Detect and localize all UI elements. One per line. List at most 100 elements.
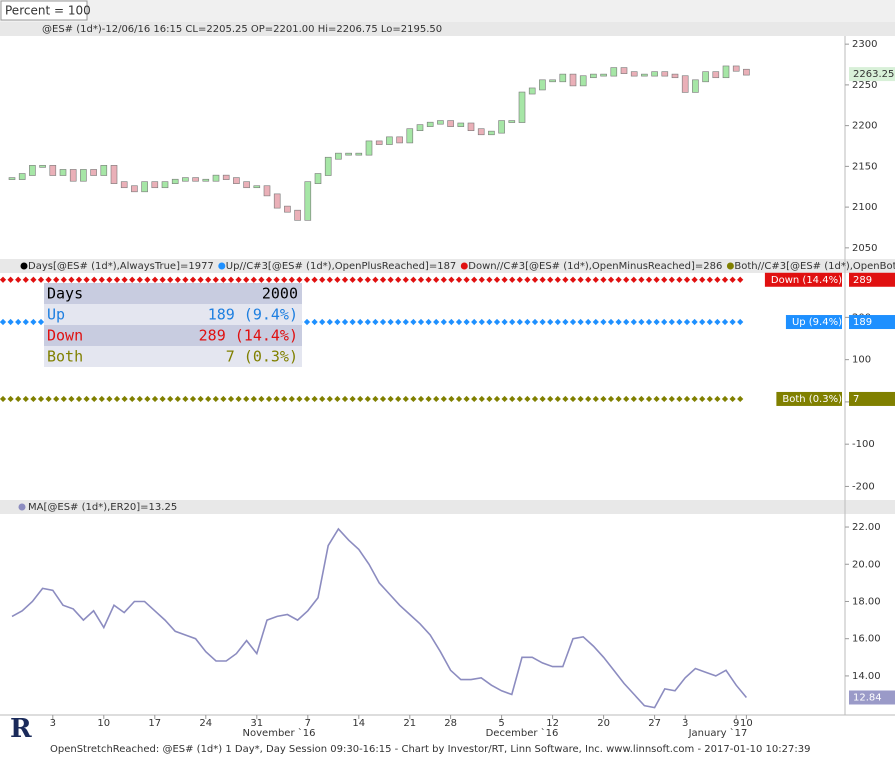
dot <box>607 276 615 283</box>
dot <box>721 276 729 283</box>
x-tick-label: 12 <box>546 718 559 729</box>
dot <box>364 395 371 403</box>
candle <box>722 65 730 79</box>
candle <box>49 165 57 176</box>
dot <box>448 276 455 283</box>
candle <box>498 120 505 134</box>
table-row <box>44 325 302 346</box>
candle <box>39 165 46 168</box>
dot <box>30 276 37 283</box>
series-label: Down (14.4%) <box>771 275 842 286</box>
dot <box>189 395 197 403</box>
dot <box>516 276 523 283</box>
dot <box>592 318 599 326</box>
dot <box>577 276 584 283</box>
dot <box>265 276 273 283</box>
dot <box>668 318 675 326</box>
dot <box>683 276 691 283</box>
table-label: Up <box>47 306 65 324</box>
candle <box>559 73 567 83</box>
dot <box>600 318 607 326</box>
dot <box>83 276 90 283</box>
dot <box>273 276 280 283</box>
dot <box>425 318 432 326</box>
dot <box>319 276 326 283</box>
dot <box>144 395 151 403</box>
candle <box>29 165 36 176</box>
dot <box>75 276 83 283</box>
dot <box>493 276 501 283</box>
candle <box>131 185 138 193</box>
candle <box>69 169 77 182</box>
dot <box>661 276 668 283</box>
dot <box>91 276 98 283</box>
dot <box>311 276 318 283</box>
dot <box>174 276 181 283</box>
dot <box>577 395 584 403</box>
y-tick-label: -100 <box>852 439 875 450</box>
dot <box>326 318 333 326</box>
dot <box>22 395 29 403</box>
dot <box>113 395 121 403</box>
dot <box>661 318 668 326</box>
zoom-box[interactable] <box>0 0 88 21</box>
table-value: 7 (0.3%) <box>226 348 298 366</box>
candle <box>569 73 577 87</box>
dot <box>334 318 341 326</box>
dot <box>212 395 219 403</box>
dot <box>129 395 136 403</box>
candle <box>477 128 485 136</box>
dot <box>68 395 75 403</box>
dot <box>493 318 501 326</box>
dot <box>129 276 136 283</box>
x-tick-label: 31 <box>250 718 263 729</box>
dot <box>243 276 250 283</box>
candle <box>426 121 434 127</box>
value-tag-bg <box>849 391 895 406</box>
dot <box>319 395 326 403</box>
dot <box>668 395 675 403</box>
dot <box>402 276 409 283</box>
dot <box>493 395 501 403</box>
dot <box>167 276 174 283</box>
dot <box>478 276 485 283</box>
dot <box>288 276 295 283</box>
dot <box>714 395 721 403</box>
dot <box>737 276 744 283</box>
dot <box>15 395 22 403</box>
dot <box>440 276 447 283</box>
dot <box>455 318 463 326</box>
dot <box>387 318 394 326</box>
dot <box>364 318 371 326</box>
dot <box>562 276 569 283</box>
y-tick-label: 20.00 <box>852 559 881 570</box>
dot <box>706 318 713 326</box>
dot <box>113 276 121 283</box>
value-tag: 289 <box>853 275 872 286</box>
dot <box>357 395 364 403</box>
dot <box>417 276 425 283</box>
dot <box>539 395 546 403</box>
table-label: Days <box>47 285 83 303</box>
dot <box>455 395 463 403</box>
legend-dot <box>460 262 468 270</box>
candle <box>549 79 556 83</box>
dot <box>167 395 174 403</box>
dot <box>463 276 470 283</box>
dot <box>303 395 311 403</box>
dot <box>243 395 250 403</box>
candle <box>8 177 16 180</box>
candle <box>447 120 454 127</box>
dot <box>357 318 364 326</box>
dot <box>623 318 630 326</box>
candle <box>161 181 169 189</box>
dot <box>471 395 478 403</box>
dot <box>683 318 691 326</box>
y-tick-label: 2300 <box>852 39 877 50</box>
logo: R <box>10 714 32 744</box>
dot <box>653 395 660 403</box>
dot <box>653 318 660 326</box>
dot <box>645 395 653 403</box>
legend-dot <box>20 262 28 270</box>
dot <box>516 395 523 403</box>
